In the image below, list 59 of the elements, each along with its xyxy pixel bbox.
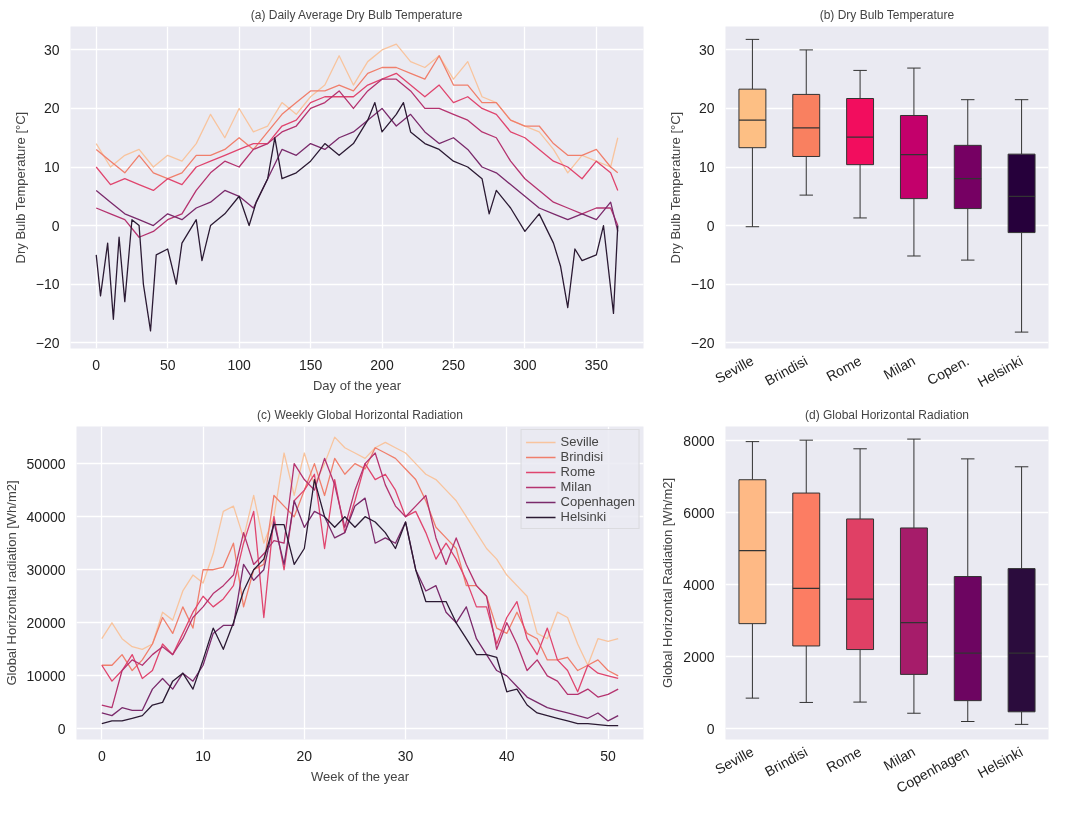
y-tick-label: 0	[57, 720, 66, 737]
y-tick-label: 30000	[26, 561, 66, 578]
y-tick-label: −20	[35, 334, 60, 351]
chart-title: (d) Global Horizontal Radiation	[804, 407, 970, 422]
y-axis-title: Global Horizontal Radiation [Wh/m2]	[660, 477, 676, 689]
y-tick-label: −10	[35, 276, 60, 293]
legend-label: Copenhagen	[560, 494, 635, 509]
x-tick-label: 0	[92, 356, 101, 373]
y-tick-label: −20	[690, 334, 715, 351]
y-axis-title: Dry Bulb Temperature [°C]	[667, 111, 683, 264]
legend-label: Rome	[560, 464, 596, 479]
y-tick-label: 30	[698, 41, 715, 58]
y-tick-label: 0	[51, 217, 60, 234]
y-tick-label: 6000	[683, 504, 715, 521]
chart-title: (a) Daily Average Dry Bulb Temperature	[250, 7, 463, 22]
legend-label: Brindisi	[560, 449, 604, 464]
x-tick-label: 40	[499, 747, 515, 764]
x-tick-label: 200	[370, 356, 394, 373]
y-tick-label: 10	[43, 159, 60, 176]
x-tick-label: 350	[584, 356, 609, 373]
x-tick-label: 250	[441, 356, 466, 373]
y-tick-label: 50000	[26, 455, 66, 472]
x-tick-label: 50	[159, 356, 176, 373]
legend-label: Milan	[560, 479, 592, 494]
y-tick-label: 20	[698, 100, 715, 117]
y-tick-label: −10	[690, 276, 715, 293]
x-tick-label: 0	[97, 747, 106, 764]
y-axis-title: Dry Bulb Temperature [°C]	[12, 111, 28, 264]
x-axis-title: Day of the year	[312, 377, 402, 393]
y-tick-label: 40000	[26, 508, 66, 525]
legend-label: Seville	[560, 434, 599, 449]
y-tick-label: 20	[43, 100, 60, 117]
x-tick-label: 100	[227, 356, 252, 373]
y-tick-label: 10000	[26, 667, 66, 684]
y-tick-label: 0	[706, 217, 715, 234]
y-tick-label: 30	[43, 41, 60, 58]
y-tick-label: 0	[706, 720, 715, 737]
x-tick-label: Milan	[880, 352, 918, 383]
x-tick-label: 300	[513, 356, 537, 373]
y-tick-label: 4000	[683, 576, 715, 593]
line-series	[95, 101, 619, 332]
chart-title: (b) Dry Bulb Temperature	[819, 7, 955, 22]
y-tick-label: 20000	[26, 614, 66, 631]
x-axis-title: Week of the year	[310, 768, 410, 784]
x-tick-label: Rome	[823, 352, 865, 385]
chart-title: (c) Weekly Global Horizontal Radiation	[257, 407, 463, 422]
x-tick-label: 150	[298, 356, 323, 373]
x-tick-label: 30	[397, 747, 414, 764]
x-tick-label: 10	[195, 747, 212, 764]
y-tick-label: 8000	[683, 432, 715, 449]
x-tick-label: 50	[600, 747, 617, 764]
line-series	[95, 72, 619, 192]
x-tick-label: Rome	[823, 743, 865, 776]
y-tick-label: 10	[698, 159, 715, 176]
y-tick-label: 2000	[683, 648, 715, 665]
x-tick-label: 20	[296, 747, 313, 764]
line-series	[95, 78, 619, 238]
legend-label: Helsinki	[560, 509, 607, 524]
y-axis-title: Global Horizontal radiation [Wh/m2]	[3, 480, 19, 686]
